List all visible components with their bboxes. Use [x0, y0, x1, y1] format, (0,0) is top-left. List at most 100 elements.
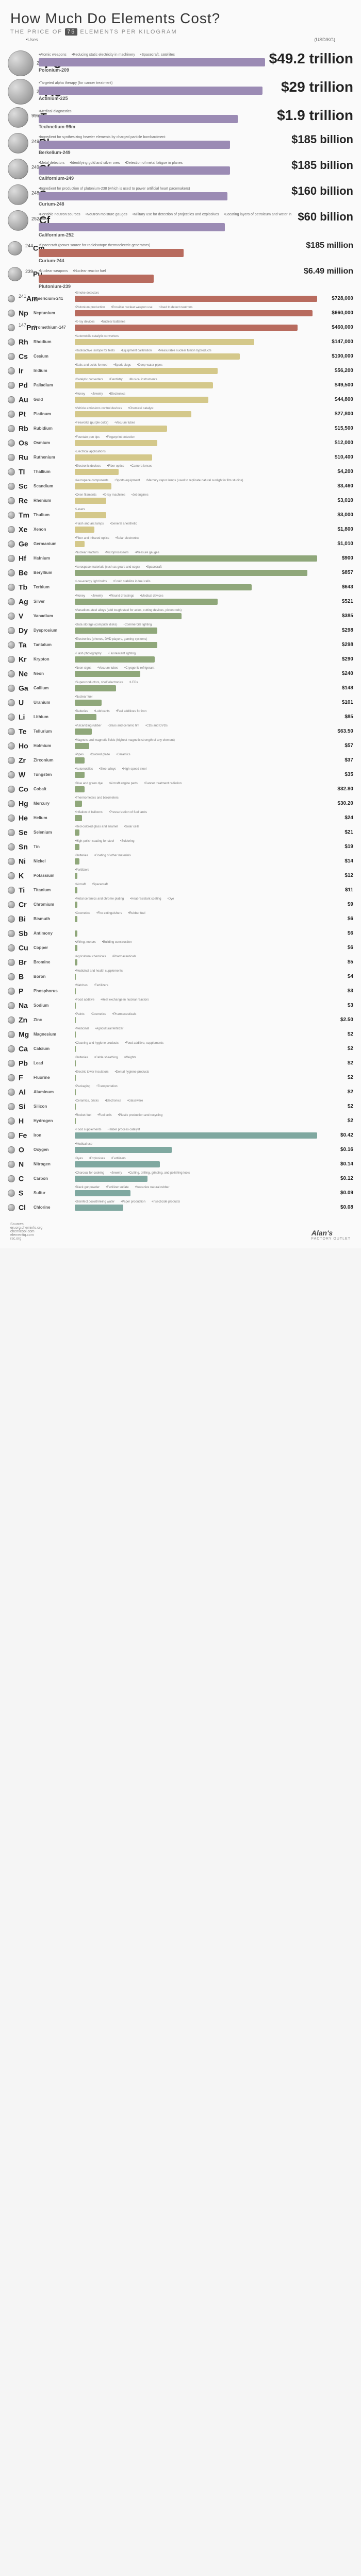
price-bar	[75, 584, 252, 590]
element-symbol: Te	[19, 727, 26, 735]
element-symbol: Mg	[19, 1030, 29, 1038]
element-name: Bismuth	[34, 917, 75, 921]
element-uses: •Disinfect pool/drinking water•Paper pro…	[75, 1200, 186, 1204]
main-title: How Much Do Elements Cost?	[10, 10, 351, 27]
element-name: Rubidium	[34, 426, 75, 431]
element-symbol: Tb	[19, 583, 27, 591]
element-symbol: Na	[19, 1001, 28, 1009]
element-uses: •Packaging•Transportation	[75, 1085, 124, 1088]
element-row: V Vanadium •Vanadium-steel alloys (add t…	[0, 609, 361, 623]
source-item: elementiq.com	[10, 1233, 42, 1237]
element-price: $4	[317, 974, 353, 979]
price-bar	[75, 426, 167, 432]
element-row: Rb Rubidium •Fireworks (purple color)•Va…	[0, 421, 361, 436]
element-symbol: Si	[19, 1102, 25, 1110]
element-row: S Sulfur •Black gunpowder•Fertilizer sul…	[0, 1186, 361, 1200]
element-uses: •Medicinal and health supplements	[75, 970, 129, 973]
element-price: $6	[317, 930, 353, 936]
element-price: $85	[317, 714, 353, 720]
price-bar	[75, 714, 96, 720]
element-price: $0.14	[317, 1161, 353, 1167]
element-name: Zirconium	[34, 758, 75, 762]
element-price: $521	[317, 599, 353, 604]
element-price: $660,000	[317, 310, 353, 316]
element-sphere-icon	[8, 497, 15, 504]
element-sphere-icon	[8, 133, 28, 154]
element-price: $21	[317, 829, 353, 835]
element-sphere-icon	[8, 872, 15, 879]
element-row: Cr Chromium •Metal ceramics and chrome p…	[0, 897, 361, 912]
element-symbol: Al	[19, 1088, 26, 1096]
element-price: $49,500	[317, 382, 353, 388]
element-row: Sc Scandium •Aerospace components•Sports…	[0, 479, 361, 494]
element-price: $44,800	[317, 397, 353, 402]
element-uses: •Ingredient for production of plutonium-…	[39, 185, 287, 192]
element-row: Li Lithium •Batteries•Lubricants•Fuel ad…	[0, 710, 361, 724]
element-uses: •Data storage (computer disks)•Commercia…	[75, 623, 158, 626]
element-price: $240	[317, 671, 353, 676]
element-name: Californium-252	[39, 232, 293, 238]
element-uses: •Plutonium production•Possible nuclear w…	[75, 306, 199, 309]
element-price: $0.12	[317, 1176, 353, 1181]
element-name: Osmium	[34, 440, 75, 445]
price-bar	[39, 275, 154, 283]
element-sphere-icon	[8, 858, 15, 865]
element-price: $3	[317, 988, 353, 994]
element-name: Iron	[34, 1133, 75, 1138]
element-sphere-icon	[8, 396, 15, 403]
element-symbol: B	[19, 972, 24, 980]
source-item: rsc.org	[10, 1237, 42, 1241]
price-bar	[75, 728, 92, 735]
element-sphere-icon	[8, 210, 28, 231]
element-uses: •Vanadium-steel alloys (add tough steel …	[75, 609, 188, 612]
element-uses: •Pipes•Colored glaze•Ceramics	[75, 753, 137, 756]
mass-number: 249	[31, 139, 39, 144]
header: How Much Do Elements Cost? THE PRICE OF …	[0, 0, 361, 49]
element-sphere-icon	[8, 829, 15, 836]
element-uses: •Fertilizers	[75, 869, 95, 872]
element-name: Neon	[34, 671, 75, 676]
price-bar	[75, 945, 77, 951]
element-sphere-icon	[8, 338, 15, 346]
price-bar	[39, 192, 227, 200]
element-sphere-icon	[8, 1045, 15, 1053]
price-bar	[75, 844, 79, 850]
price-bar	[75, 339, 254, 345]
price-bar	[75, 1147, 172, 1153]
element-sphere-icon	[8, 916, 15, 923]
price-bar	[39, 115, 238, 123]
price-bar	[75, 325, 298, 331]
source-item: en.org.cheminfo.org	[10, 1226, 42, 1230]
element-uses: •Food supplements•Haber process catalyst	[75, 1128, 146, 1131]
element-price: $9	[317, 902, 353, 907]
element-uses: •Money•Jewelry•Electronics	[75, 393, 132, 396]
element-name: Aluminum	[34, 1090, 75, 1094]
element-row: 99mTc •Medical diagnostics Technetium-99…	[0, 106, 361, 131]
element-name: Chromium	[34, 902, 75, 907]
element-row: Hg Mercury •Thermometers and barometers …	[0, 796, 361, 811]
element-sphere-icon	[8, 353, 15, 360]
element-price: $2	[317, 1060, 353, 1066]
element-row: Ti Titanium •Aircraft•Spacecraft $11	[0, 883, 361, 897]
infographic-container: How Much Do Elements Cost? THE PRICE OF …	[0, 0, 361, 1248]
element-row: Tl Thallium •Electronic devices•Fiber op…	[0, 465, 361, 479]
element-name: Curium-248	[39, 201, 287, 207]
element-price: $298	[317, 628, 353, 633]
element-uses: •Rocket fuel•Fuel cells•Plastic producti…	[75, 1114, 169, 1117]
element-symbol: Ir	[19, 366, 23, 375]
element-name: Cesium	[34, 354, 75, 359]
element-row: Hf Hafnium •Nuclear reactors•Microproces…	[0, 551, 361, 566]
element-name: Ruthenium	[34, 455, 75, 460]
element-name: Carbon	[34, 1176, 75, 1181]
element-uses: •Targeted alpha therapy (for cancer trea…	[39, 80, 277, 87]
price-bar	[39, 87, 262, 95]
element-name: Gallium	[34, 686, 75, 690]
element-symbol: Re	[19, 496, 28, 504]
price-bar	[75, 1031, 76, 1038]
element-row: Ca Calcium •Cleaning and hygiene product…	[0, 1042, 361, 1056]
element-symbol: Pt	[19, 410, 26, 418]
element-price: $29 trillion	[281, 79, 353, 95]
sources: Sources: en.org.cheminfo.orgchemicool.co…	[10, 1223, 42, 1241]
element-row: K Potassium •Fertilizers $12	[0, 869, 361, 883]
element-price: $24	[317, 815, 353, 821]
